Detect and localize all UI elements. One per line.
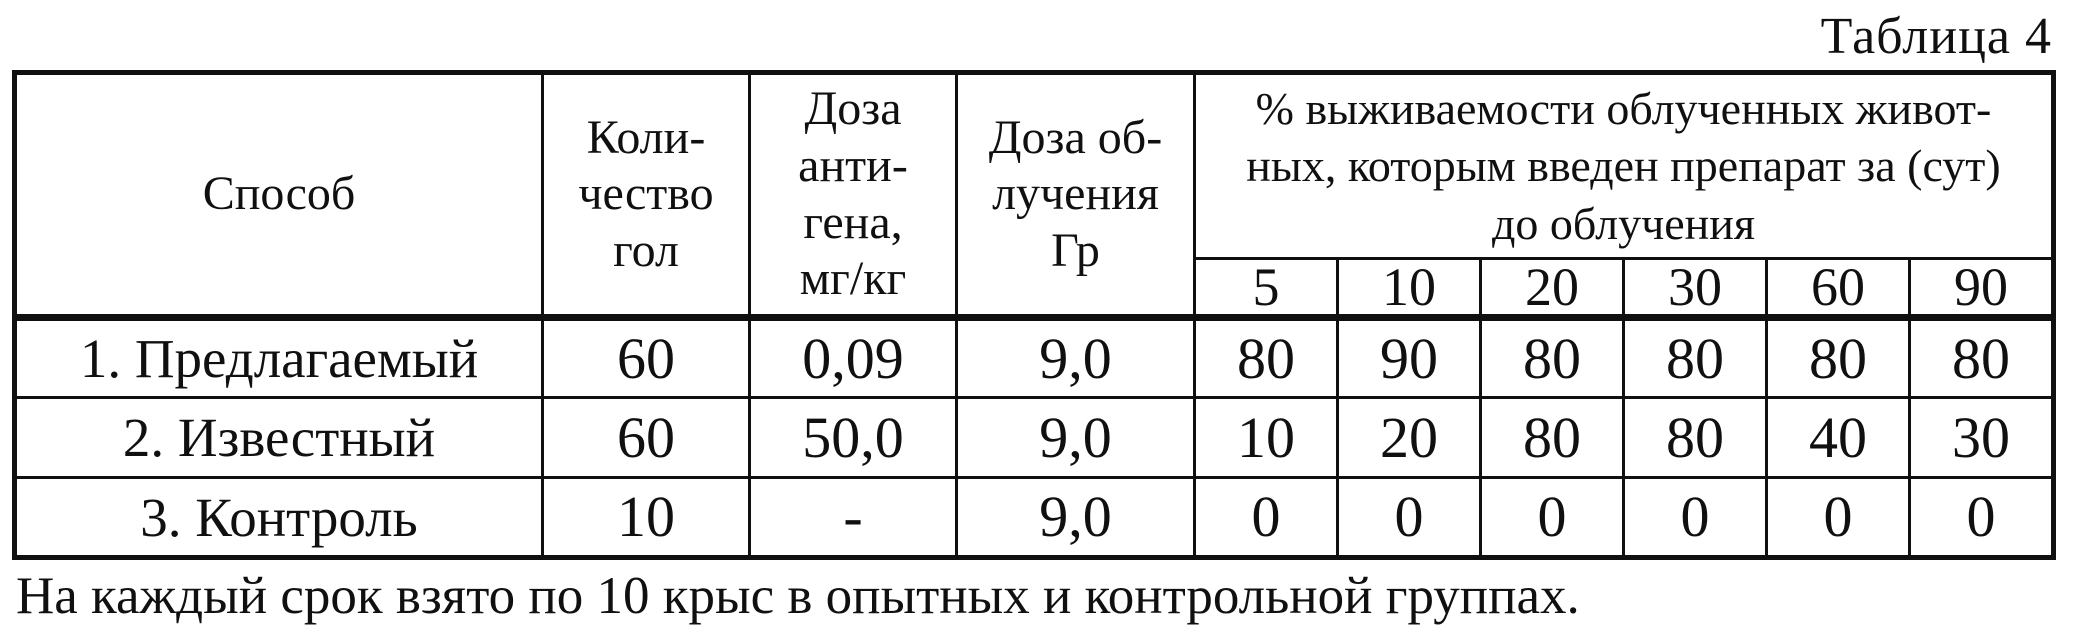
cell-count: 60 [541,314,751,399]
cell-count: 60 [541,396,751,479]
cell-survival-30d: 80 [1622,314,1768,399]
cell-method: 2. Известный [13,396,544,479]
cell-antigen-dose: - [748,476,958,559]
col-header-day-5: 5 [1193,257,1339,319]
col-header-method: Способ [13,71,544,319]
col-header-radiation-dose: Доза об- лучения Гр [955,71,1196,319]
cell-count: 10 [541,476,751,559]
col-header-survival: % выживаемости облученных живот- ных, ко… [1193,71,2055,260]
table-row-proposed: 1. Предлагаемый 60 0,09 9,0 80 90 80 80 … [13,314,2055,399]
col-header-day-30: 30 [1622,257,1768,319]
cell-survival-90d: 30 [1908,396,2055,479]
col-header-day-20: 20 [1479,257,1625,319]
col-header-day-90: 90 [1908,257,2055,319]
table-caption: Таблица 4 [1820,8,2052,65]
cell-survival-60d: 80 [1765,314,1911,399]
cell-survival-5d: 10 [1193,396,1339,479]
cell-antigen-dose: 50,0 [748,396,958,479]
cell-method: 3. Контроль [13,476,544,559]
cell-survival-20d: 80 [1479,396,1625,479]
cell-method: 1. Предлагаемый [13,314,544,399]
col-header-day-10: 10 [1336,257,1482,319]
cell-survival-5d: 80 [1193,314,1339,399]
table-row-control: 3. Контроль 10 - 9,0 0 0 0 0 0 0 [13,476,2055,559]
cell-survival-90d: 80 [1908,314,2055,399]
footnote-text: На каждый срок взято по 10 крыс в опытны… [16,567,1580,625]
cell-radiation-dose: 9,0 [955,314,1196,399]
cell-radiation-dose: 9,0 [955,396,1196,479]
cell-radiation-dose: 9,0 [955,476,1196,559]
cell-survival-30d: 80 [1622,396,1768,479]
cell-survival-60d: 0 [1765,476,1911,559]
cell-survival-20d: 80 [1479,314,1625,399]
cell-survival-10d: 90 [1336,314,1482,399]
cell-survival-60d: 40 [1765,396,1911,479]
cell-survival-10d: 20 [1336,396,1482,479]
cell-survival-30d: 0 [1622,476,1768,559]
cell-antigen-dose: 0,09 [748,314,958,399]
results-table: Способ Коли- чество гол Доза анти- гена,… [12,70,2056,560]
cell-survival-90d: 0 [1908,476,2055,559]
col-header-day-60: 60 [1765,257,1911,319]
cell-survival-5d: 0 [1193,476,1339,559]
cell-survival-10d: 0 [1336,476,1482,559]
col-header-count: Коли- чество гол [541,71,751,319]
cell-survival-20d: 0 [1479,476,1625,559]
table-row-known: 2. Известный 60 50,0 9,0 10 20 80 80 40 … [13,396,2055,479]
col-header-antigen-dose: Доза анти- гена, мг/кг [748,71,958,319]
